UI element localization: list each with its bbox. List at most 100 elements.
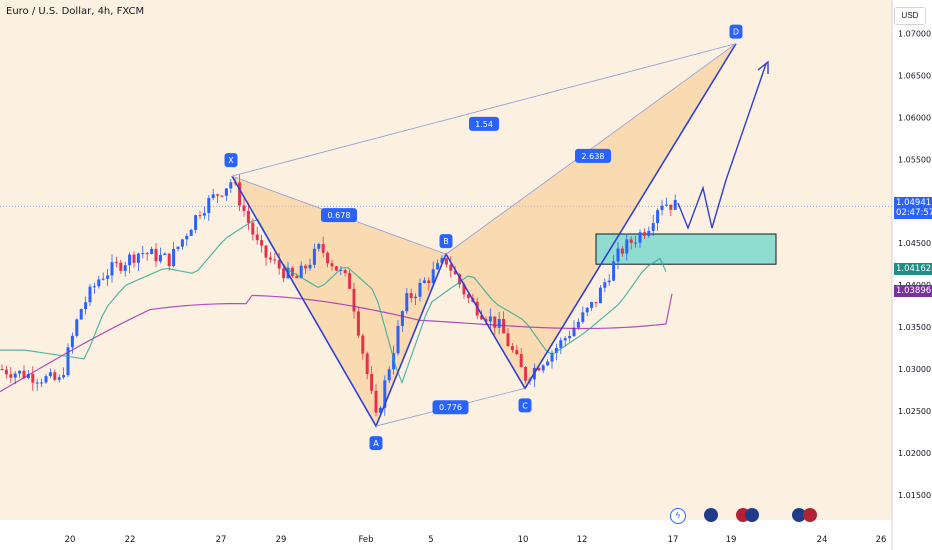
candle <box>568 330 572 342</box>
candle <box>84 296 88 315</box>
candle <box>651 214 655 237</box>
candle-body <box>546 361 550 366</box>
candle <box>251 218 255 241</box>
candle <box>378 406 382 414</box>
candle-body <box>92 286 96 288</box>
badge-text: X <box>228 156 234 165</box>
candle-body <box>603 282 607 288</box>
candle-body <box>541 365 545 371</box>
candle-body <box>651 223 655 231</box>
candle <box>673 194 677 210</box>
candle <box>422 277 426 284</box>
candle-body <box>365 353 369 375</box>
candle <box>79 308 83 320</box>
candle-body <box>202 213 206 216</box>
candle-body <box>220 195 224 197</box>
candle <box>625 233 629 261</box>
candle-body <box>352 288 356 312</box>
ema-fast-value: 1.04162 <box>896 264 932 274</box>
candle <box>97 275 101 289</box>
candle <box>180 238 184 250</box>
candle <box>634 235 638 248</box>
candle <box>585 306 589 317</box>
candle-body <box>317 244 321 249</box>
candle-body <box>414 296 418 299</box>
candle-body <box>180 239 184 247</box>
candle-body <box>484 319 488 322</box>
ratio-ac-label: 0.776 <box>432 400 469 415</box>
candle-body <box>550 352 554 362</box>
us-event-icon[interactable] <box>792 508 806 522</box>
ratio-xb-label: 0.678 <box>321 208 357 223</box>
candle-body <box>246 210 250 223</box>
candle <box>488 308 492 329</box>
candle-body <box>22 370 26 379</box>
candle-body <box>427 280 431 284</box>
candle <box>304 264 308 274</box>
candle <box>128 252 132 274</box>
candle <box>312 243 316 269</box>
currency-button[interactable]: USD <box>894 7 926 25</box>
candle-body <box>444 258 448 265</box>
candle-body <box>563 338 567 341</box>
candle-body <box>330 263 334 267</box>
badge-text: C <box>522 401 528 410</box>
candle <box>158 247 162 264</box>
candle <box>114 256 118 268</box>
candle <box>136 252 140 272</box>
y-tick-label: 1.06000 <box>898 113 931 122</box>
candle <box>414 293 418 306</box>
candle-body <box>211 194 215 198</box>
symbol-title[interactable]: Euro / U.S. Dollar, 4h, FXCM <box>6 6 145 17</box>
us-event-icon[interactable] <box>704 508 718 522</box>
candle <box>510 342 514 353</box>
ema-fast-line <box>0 219 667 385</box>
x-tick-label: 20 <box>65 535 76 545</box>
candle-body <box>13 373 17 378</box>
candle-body <box>4 369 8 375</box>
candle-body <box>348 273 352 289</box>
candle-body <box>114 262 118 264</box>
time-scale <box>0 520 892 550</box>
candle-body <box>84 302 88 310</box>
candle-body <box>189 229 193 236</box>
candle <box>163 252 167 256</box>
candle <box>9 366 13 383</box>
candle-body <box>70 335 74 348</box>
candle <box>308 258 312 271</box>
candle <box>176 246 180 252</box>
candle-body <box>422 280 426 283</box>
x-tick-label: 22 <box>125 535 136 545</box>
x-tick-label: 17 <box>668 535 679 545</box>
y-tick-label: 1.02000 <box>898 449 931 458</box>
flash-event-icon[interactable]: ϟ <box>670 508 686 524</box>
us-event-icon[interactable] <box>803 508 817 522</box>
badge-bg <box>518 398 532 413</box>
candle-body <box>515 350 519 355</box>
candle <box>563 336 567 347</box>
badge-text: 2.638 <box>582 152 605 161</box>
candle <box>172 241 176 268</box>
candle <box>326 251 330 268</box>
badge-text: D <box>733 28 739 37</box>
candle <box>220 195 224 198</box>
candle-body <box>642 232 646 236</box>
candle-body <box>101 278 105 280</box>
candle-body <box>585 307 589 313</box>
x-tick-label: 12 <box>577 535 588 545</box>
candle-body <box>488 316 492 322</box>
candle <box>603 278 607 293</box>
candle-body <box>418 282 422 297</box>
us-event-icon[interactable] <box>745 508 759 522</box>
candle-body <box>251 222 255 235</box>
badge-bg <box>469 116 499 131</box>
pattern-label-b: B <box>439 234 453 249</box>
candle <box>436 259 440 270</box>
candle <box>75 318 79 338</box>
candle-body <box>576 321 580 328</box>
candle-body <box>141 253 145 255</box>
candle <box>18 370 22 378</box>
candle <box>44 373 48 384</box>
